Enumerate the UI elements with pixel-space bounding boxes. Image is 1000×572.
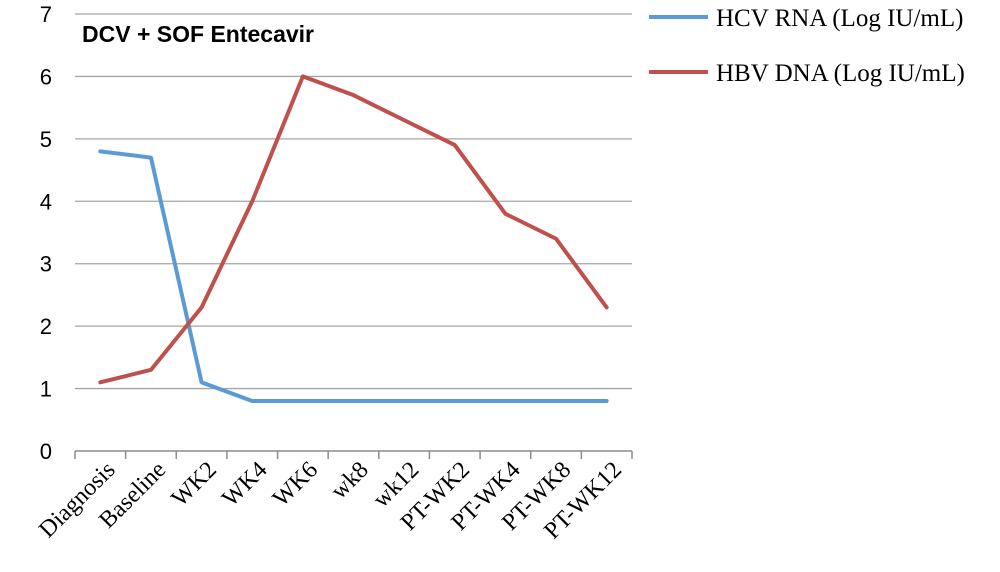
y-tick-label: 7 — [40, 2, 52, 27]
y-tick-label: 0 — [40, 439, 52, 464]
chart-title: DCV + SOF Entecavir — [82, 21, 314, 47]
legend-label: HCV RNA (Log IU/mL) — [716, 5, 963, 32]
x-tick-label: WK6 — [268, 457, 323, 512]
y-tick-label: 6 — [40, 64, 52, 89]
gridlines — [75, 13, 632, 390]
series-lines — [98, 74, 609, 404]
y-tick-label: 1 — [40, 377, 52, 402]
series-line-hcv-rna — [98, 149, 609, 404]
y-tick-label: 4 — [40, 189, 52, 214]
y-tick-label: 2 — [40, 314, 52, 339]
x-tick-label: WK4 — [217, 457, 272, 512]
y-tick-label: 5 — [40, 127, 52, 152]
legend: HCV RNA (Log IU/mL) HBV DNA (Log IU/mL) — [649, 5, 965, 87]
y-axis-ticks: 0 1 2 3 4 5 6 7 — [40, 2, 52, 464]
x-tick-label: Diagnosis — [34, 457, 120, 543]
y-tick-label: 3 — [40, 252, 52, 277]
axes — [74, 450, 633, 459]
x-tick-label: wk8 — [326, 457, 374, 505]
x-tick-label: WK2 — [167, 457, 222, 512]
legend-label: HBV DNA (Log IU/mL) — [716, 60, 965, 87]
series-line-hbv-dna — [98, 74, 609, 385]
